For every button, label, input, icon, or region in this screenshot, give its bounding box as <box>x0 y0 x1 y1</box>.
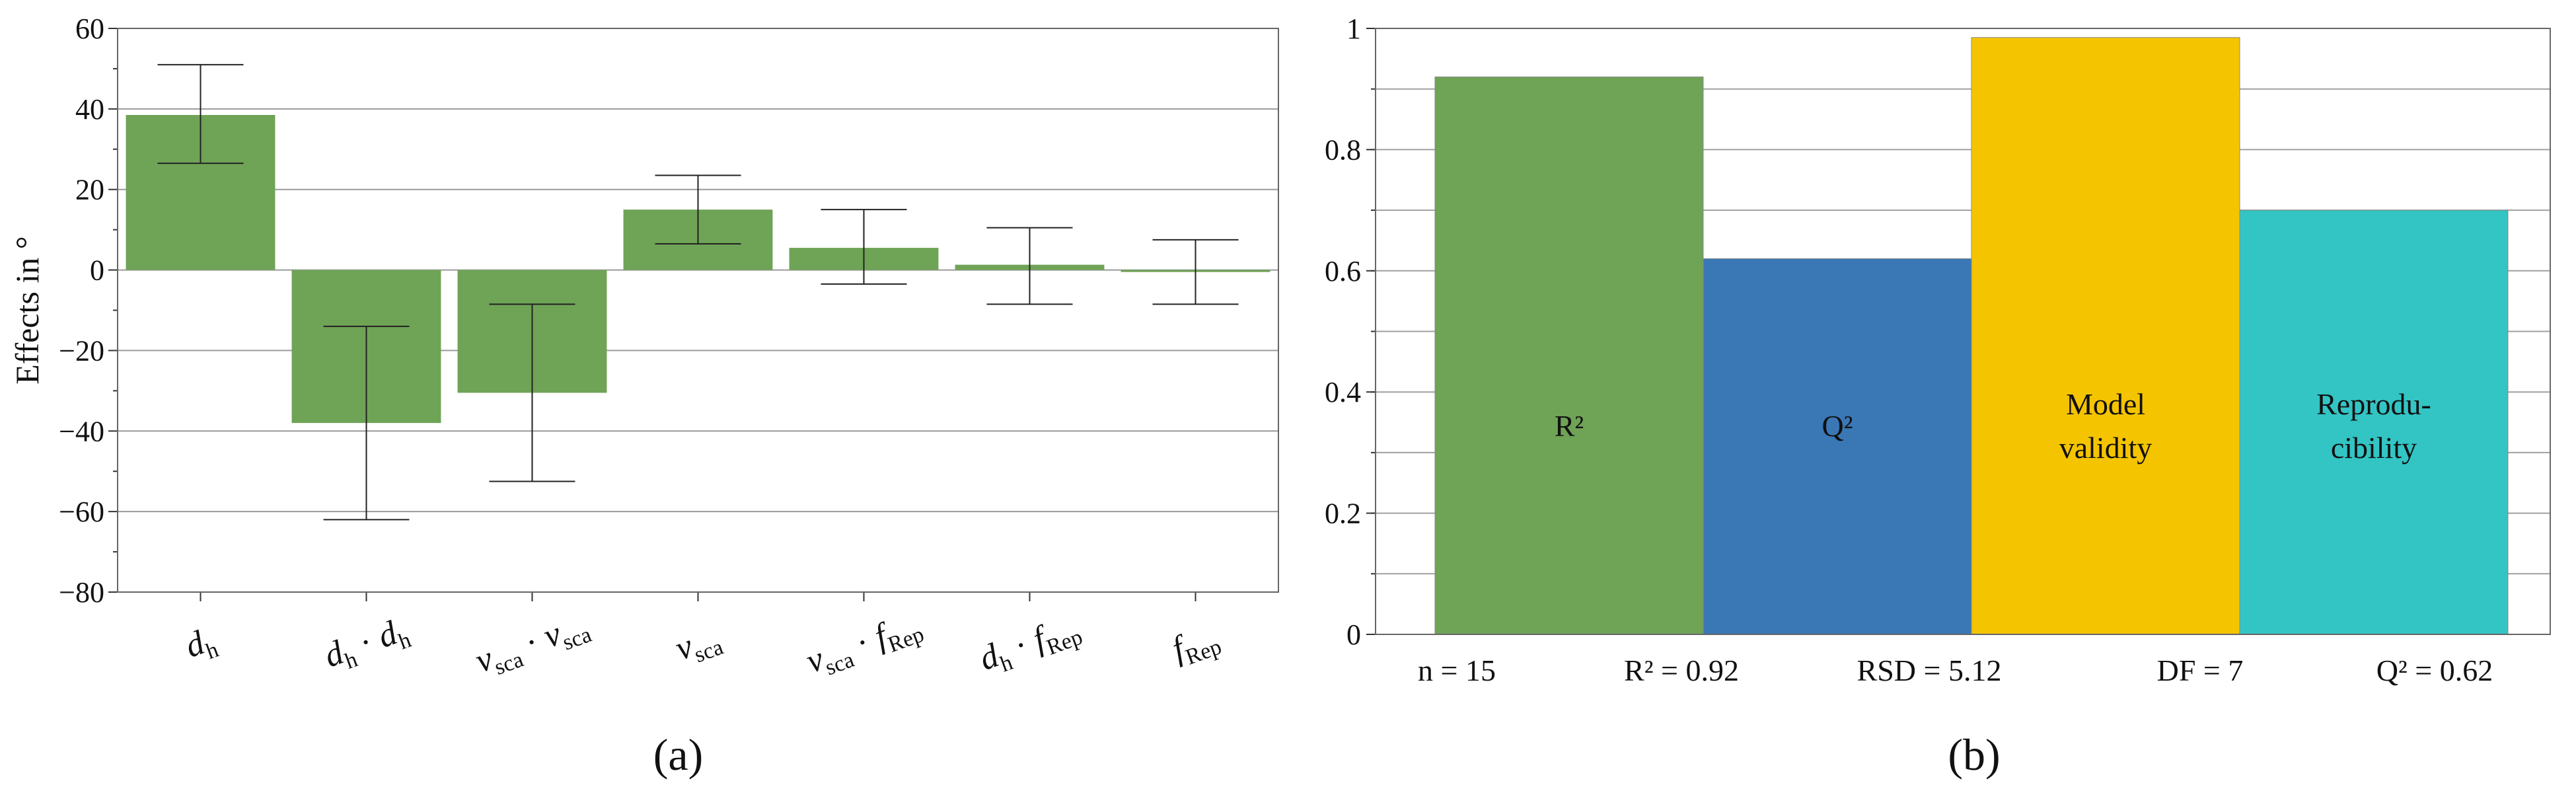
bar-label: cibility <box>2331 431 2417 465</box>
model-statistic: Q² = 0.62 <box>2376 654 2493 687</box>
x-tick-label: νsca <box>671 617 727 673</box>
bar-label: Reprodu- <box>2316 387 2431 421</box>
y-tick-label: 0.8 <box>1325 133 1361 166</box>
x-tick-label: dh · dh <box>319 611 414 680</box>
x-tick-label: dh · fRep <box>975 607 1086 683</box>
model-statistic: DF = 7 <box>2157 654 2244 687</box>
y-tick-label: 20 <box>75 174 104 206</box>
bar-label: Q² <box>1822 409 1853 443</box>
y-tick-label: 0.6 <box>1325 255 1361 287</box>
y-tick-label: −80 <box>59 576 104 609</box>
model-statistic: R² = 0.92 <box>1624 654 1739 687</box>
y-tick-label: 60 <box>75 13 104 45</box>
y-tick-label: 1 <box>1346 13 1361 45</box>
y-tick-label: 0 <box>90 254 104 287</box>
plot-frame <box>117 28 1279 593</box>
metric-bar <box>2239 209 2509 635</box>
plot-frame <box>1375 28 2551 635</box>
x-tick-label-part: Rep <box>885 622 927 658</box>
y-tick-label: 0.2 <box>1325 498 1361 530</box>
model-statistic: RSD = 5.12 <box>1857 654 2002 687</box>
model-statistic: n = 15 <box>1418 654 1496 687</box>
x-tick-label-part: Rep <box>1043 624 1086 660</box>
bar-label: validity <box>2059 431 2153 465</box>
metric-bar <box>1434 76 1704 635</box>
y-tick-label: 40 <box>75 93 104 126</box>
metric-bar <box>1703 258 1972 635</box>
y-tick-label: −20 <box>59 334 104 367</box>
metric-bar <box>1971 37 2240 635</box>
y-tick-label: 0.4 <box>1325 376 1361 408</box>
y-axis-label: Effects in ° <box>9 236 46 385</box>
x-tick-label: fRep <box>1167 617 1225 673</box>
bar-label: Model <box>2066 387 2145 421</box>
x-tick-label: νsca · νsca <box>470 605 595 685</box>
panel-a-effects-chart: 60 40 20 0 −20 −40 −60 −80 Effects in ° dh dh · dh… <box>9 13 1279 780</box>
y-tick-label: −40 <box>59 415 104 447</box>
y-tick-label: 0 <box>1346 619 1361 651</box>
panel-label-a: (a) <box>653 730 703 780</box>
y-tick-label: −60 <box>59 496 104 528</box>
panel-b-model-quality-chart: 1 0.8 0.6 0.4 0.2 0 R² Q² Model validity Reprodu-c… <box>1325 13 2551 780</box>
x-tick-label-part: Rep <box>1183 634 1225 670</box>
x-tick-label: νsca · fRep <box>801 605 928 685</box>
panel-label-b: (b) <box>1948 730 2000 780</box>
x-tick-label: dh <box>180 620 222 670</box>
bar-label: R² <box>1555 409 1584 443</box>
